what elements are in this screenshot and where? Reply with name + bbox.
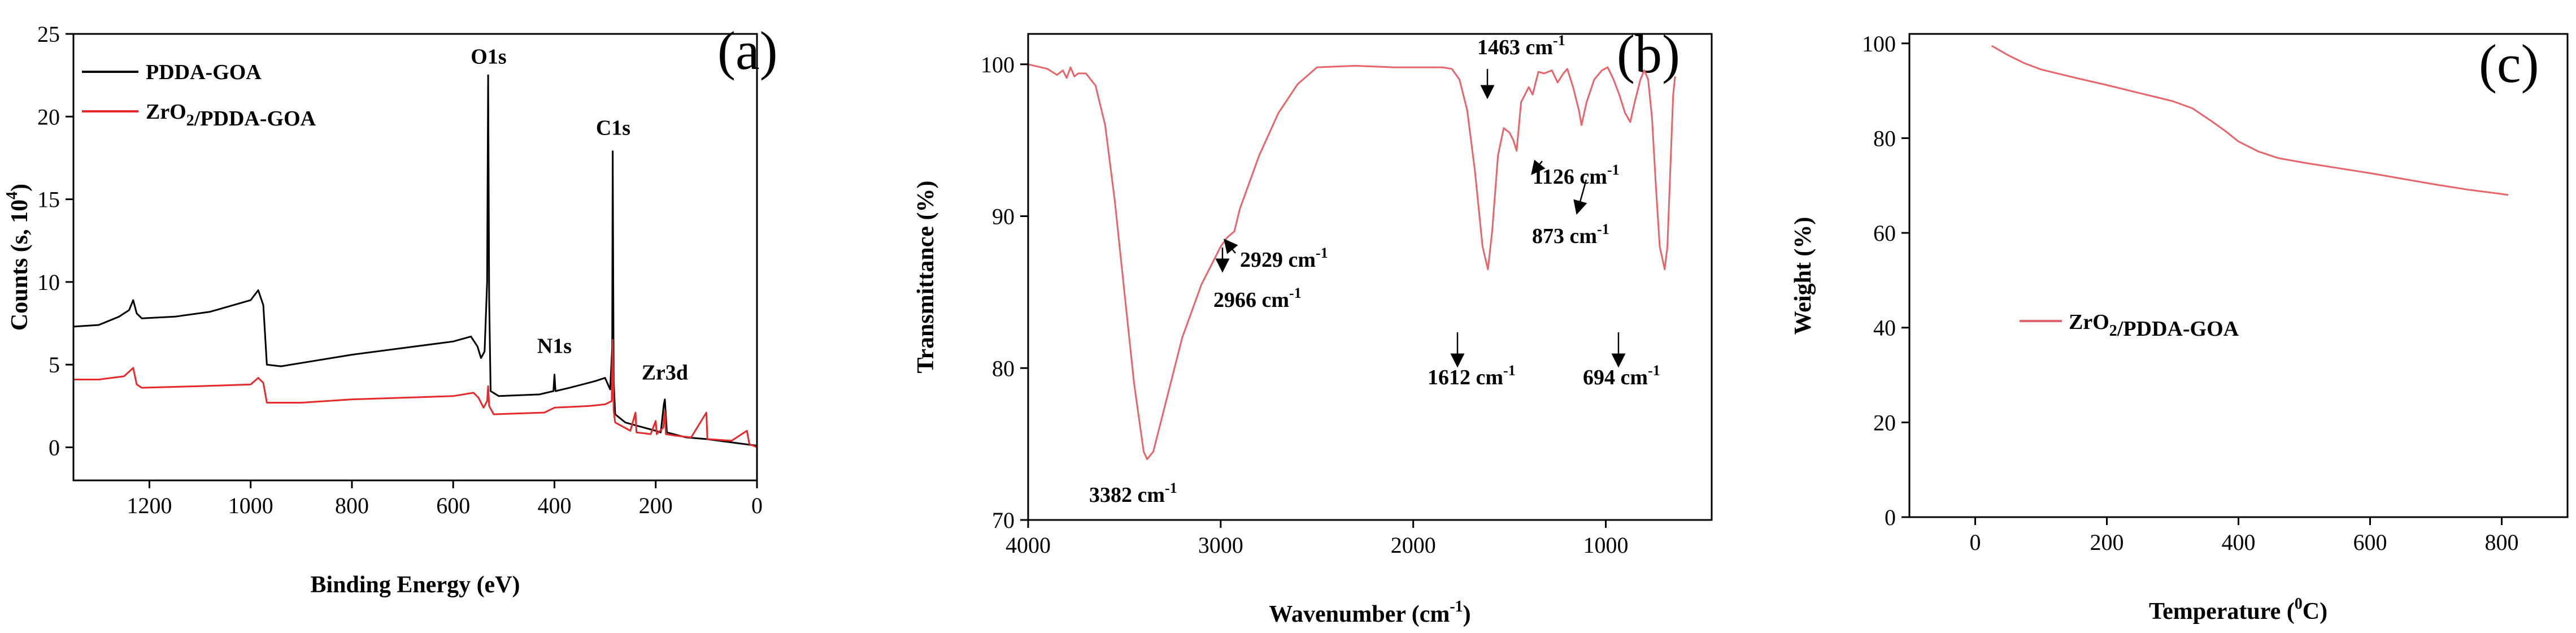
panel-a-x-tick-label: 0 xyxy=(751,493,763,518)
panel-c-y-tick-label: 100 xyxy=(1862,31,1896,57)
panel-a-y-tick-label: 15 xyxy=(37,187,60,213)
panel-b-peak-label-5: 1126 cm-1 xyxy=(1533,162,1620,189)
panel-c-y-axis-label: Weight (%) xyxy=(1790,217,1816,335)
panel-b-annotation-arrow-4 xyxy=(1531,159,1546,175)
panel-a-label: (a) xyxy=(717,20,778,81)
panel-a-ticks: 1200 1000 800 600 400 200 0 0 5 10 15 20 25 xyxy=(37,21,763,518)
panel-c-plot-frame xyxy=(1908,33,2569,518)
panel-c-y-tick-label: 60 xyxy=(1873,220,1896,246)
panel-a-y-tick-label: 20 xyxy=(37,104,60,129)
panel-b-ftir-spectrum: (b) 4000 3000 2000 1000 70 80 90 100 3382 cm-1 2… xyxy=(913,24,1713,627)
panel-b-y-tick-label: 70 xyxy=(992,508,1015,533)
panel-a-y-axis-label: Counts (s, 104) xyxy=(3,184,33,331)
panel-c-x-tick-label: 600 xyxy=(2353,530,2387,555)
panel-a-x-axis-label: Binding Energy (eV) xyxy=(310,572,520,598)
panel-c-y-tick-label: 40 xyxy=(1873,315,1896,341)
panel-a-series-line-0 xyxy=(73,74,758,447)
panel-b-annotation-arrow-1 xyxy=(1224,239,1238,254)
panel-a-xps-spectrum: (a) 1200 1000 800 600 400 200 0 0 5 10 15 20 25 PDDA… xyxy=(3,20,778,598)
panel-b-x-tick-label: 1000 xyxy=(1583,532,1629,558)
panel-b-y-tick-label: 90 xyxy=(992,204,1015,229)
panel-a-y-tick-label: 10 xyxy=(37,270,60,295)
panel-b-peak-label-4: 1612 cm-1 xyxy=(1428,362,1516,389)
panel-b-y-tick-label: 100 xyxy=(981,52,1015,77)
panel-b-peak-label-0: 3382 cm-1 xyxy=(1089,480,1177,507)
panel-b-label: (b) xyxy=(1617,24,1680,84)
panel-c-x-tick-label: 400 xyxy=(2222,530,2256,555)
panel-b-peak-label-6: 873 cm-1 xyxy=(1532,221,1609,248)
panel-b-x-axis-label: Wavenumber (cm-1) xyxy=(1269,598,1470,627)
panel-c-y-tick-label: 20 xyxy=(1873,410,1896,435)
panel-a-x-tick-label: 400 xyxy=(537,493,571,518)
panel-a-legend-label-0: PDDA-GOA xyxy=(146,60,262,84)
panel-a-y-tick-label: 25 xyxy=(37,21,60,47)
panel-c-ticks: 0 200 400 600 800 0 20 40 60 80 100 xyxy=(1862,31,2519,555)
panel-b-ticks: 4000 3000 2000 1000 70 80 90 100 xyxy=(981,52,1629,558)
panel-a-y-tick-label: 5 xyxy=(49,352,60,378)
panel-b-y-axis-label: Transmittance (%) xyxy=(913,181,939,374)
panel-c-legend-label-0: ZrO2/PDDA-GOA xyxy=(2069,310,2239,341)
panel-b-plot-frame xyxy=(1027,33,1713,521)
panel-b-peak-label-1: 2929 cm-1 xyxy=(1240,245,1328,272)
panel-b-x-tick-label: 2000 xyxy=(1391,532,1436,558)
panel-c-x-tick-label: 0 xyxy=(1970,530,1981,555)
panel-b-peak-label-7: 694 cm-1 xyxy=(1583,362,1660,389)
panel-a-peak-label-3: Zr3d xyxy=(642,361,688,385)
panel-a-series-line-1 xyxy=(73,339,758,448)
panel-a-legend: PDDA-GOA ZrO2/PDDA-GOA xyxy=(82,60,316,131)
panel-c-series-line-0 xyxy=(1991,45,2509,196)
panel-c-tga-curve: (c) 0 200 400 600 800 0 20 40 60 80 100 ZrO2/PDDA-… xyxy=(1790,31,2569,625)
panel-b-x-tick-label: 4000 xyxy=(1006,532,1051,558)
panel-b-annotations: 3382 cm-1 2929 cm-1 2966 cm-1 1463 cm-1 1612… xyxy=(1089,32,1660,507)
panel-b-series-group xyxy=(1028,63,1676,460)
panel-a-peak-label-1: C1s xyxy=(596,116,630,140)
panel-c-x-tick-label: 200 xyxy=(2090,530,2124,555)
panel-b-peak-label-2: 2966 cm-1 xyxy=(1213,285,1302,312)
panel-c-y-tick-label: 80 xyxy=(1873,125,1896,151)
panel-c-legend: ZrO2/PDDA-GOA xyxy=(2020,310,2239,341)
panel-c-series-group xyxy=(1991,45,2509,196)
panel-a-peak-label-2: N1s xyxy=(537,335,572,358)
panel-b-annotation-arrows xyxy=(1215,69,1626,368)
panel-a-x-tick-label: 200 xyxy=(639,493,673,518)
panel-b-series-line-0 xyxy=(1028,63,1676,460)
panel-b-peak-label-3: 1463 cm-1 xyxy=(1477,32,1565,59)
panel-c-x-tick-label: 800 xyxy=(2485,530,2519,555)
panel-a-legend-label-1: ZrO2/PDDA-GOA xyxy=(146,100,316,131)
panel-a-series-group xyxy=(73,74,758,448)
panel-a-x-tick-label: 1000 xyxy=(228,493,273,518)
panel-c-y-tick-label: 0 xyxy=(1885,505,1896,530)
panel-c-label: (c) xyxy=(2479,33,2539,94)
panel-b-y-tick-label: 80 xyxy=(992,355,1015,381)
panel-a-y-tick-label: 0 xyxy=(49,435,60,460)
panel-a-x-tick-label: 600 xyxy=(436,493,470,518)
panel-b-x-tick-label: 3000 xyxy=(1198,532,1243,558)
panel-a-annotations: O1s C1s N1s Zr3d xyxy=(471,45,688,385)
panel-a-peak-label-0: O1s xyxy=(471,45,506,69)
panel-a-x-tick-label: 1200 xyxy=(127,493,172,518)
panel-a-plot-frame xyxy=(72,33,758,482)
panel-a-x-tick-label: 800 xyxy=(335,493,369,518)
panel-b-annotation-arrow-5 xyxy=(1573,179,1587,215)
panel-c-x-axis-label: Temperature (0C) xyxy=(2149,595,2327,625)
